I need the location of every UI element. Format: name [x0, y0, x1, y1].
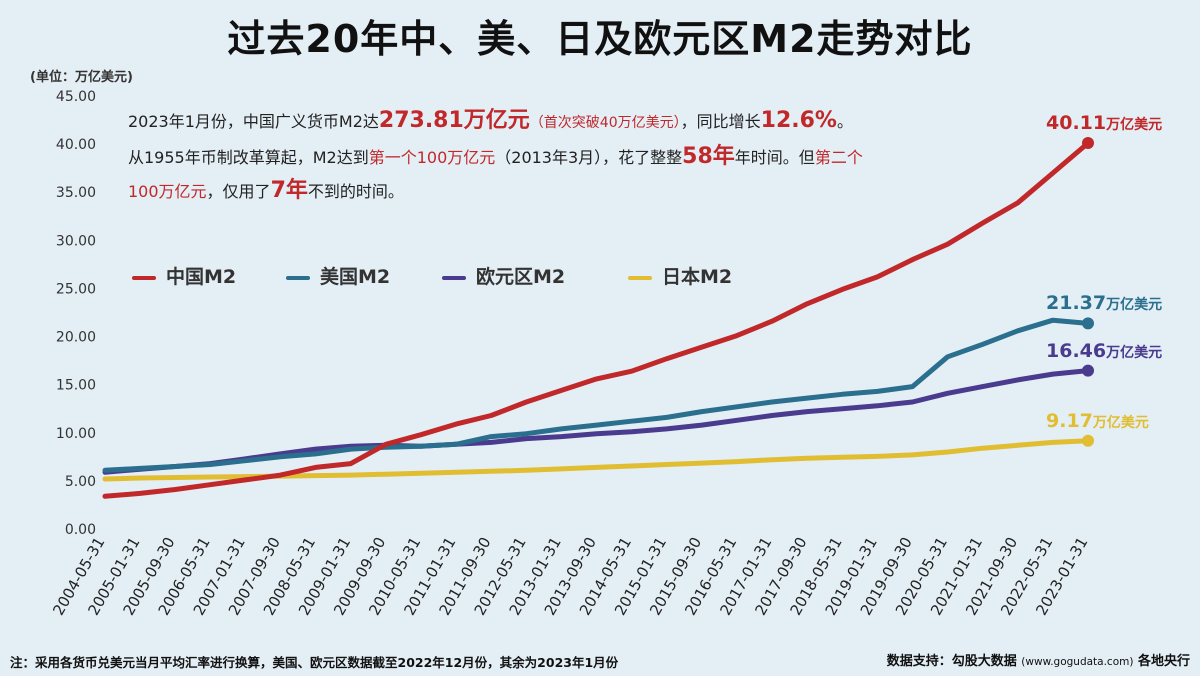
legend-item-japan: 日本M2 [628, 262, 732, 289]
annotation-note: （首次突破40万亿美元） [529, 115, 681, 131]
end-label-value: 16.46 [1046, 340, 1107, 362]
legend-swatch [286, 275, 310, 280]
annotation-part: 年时间。但 [734, 148, 815, 167]
end-label-china: 40.11万亿美元 [1046, 112, 1162, 134]
legend-label: 日本M2 [662, 266, 733, 288]
end-label-value: 21.37 [1046, 292, 1107, 314]
source-suffix: 各地央行 [1137, 654, 1190, 669]
end-label-eurozone: 16.46万亿美元 [1046, 340, 1162, 362]
end-label-us: 21.37万亿美元 [1046, 292, 1162, 314]
y-tick-label: 45.00 [56, 89, 96, 105]
series-end-point [1082, 317, 1094, 330]
legend-swatch [442, 275, 466, 280]
footnote: 注：采用各货币兑美元当月平均汇率进行换算，美国、欧元区数据截至2022年12月份… [10, 655, 619, 670]
y-tick-label: 20.00 [56, 330, 96, 346]
end-label-unit: 万亿美元 [1106, 117, 1163, 133]
series-line-1 [102, 317, 1091, 473]
annotation-highlight: 12.6% [760, 108, 837, 133]
source-credit: 数据支持：勾股大数据 (www.gogudata.com) 各地央行 [887, 650, 1190, 669]
annotation-part: ，仅用了 [206, 182, 271, 201]
unit-label: (单位：万亿美元) [30, 70, 133, 85]
chart-title: 过去20年中、美、日及欧元区M2走势对比 [227, 17, 973, 61]
end-label-value: 9.17 [1046, 410, 1093, 432]
annotation-part: 2023年1月份，中国广义货币M2达 [128, 112, 379, 131]
end-label-japan: 9.17万亿美元 [1046, 410, 1149, 432]
source-prefix: 数据支持：勾股大数据 [886, 654, 1017, 669]
y-tick-label: 25.00 [56, 281, 96, 297]
legend-label: 中国M2 [166, 266, 237, 288]
annotation-text: 2023年1月份，中国广义货币M2达273.81万亿元（首次突破40万亿美元），… [128, 104, 868, 208]
y-tick-label: 0.00 [65, 522, 96, 538]
legend-swatch [132, 275, 156, 280]
y-tick-label: 5.00 [65, 474, 96, 490]
annotation-part: ，同比增长 [680, 112, 761, 131]
series-end-point [1082, 137, 1094, 150]
series-line-0 [102, 140, 1091, 499]
end-label-unit: 万亿美元 [1106, 297, 1163, 313]
series-end-point [1082, 364, 1094, 377]
legend-item-china: 中国M2 [132, 262, 236, 289]
annotation-highlight: 273.81万亿元 [378, 108, 530, 133]
legend-label: 美国M2 [320, 266, 391, 288]
legend-item-us: 美国M2 [286, 262, 390, 289]
end-label-value: 40.11 [1046, 112, 1107, 134]
annotation-part: 不到的时间。 [307, 182, 404, 201]
annotation-part: 。从1955年币制改革算起，M2达到 [128, 112, 853, 167]
annotation-red: 第一个100万亿元 [368, 148, 496, 167]
annotation-part: （2013年3月），花了整整 [495, 148, 683, 167]
annotation-red: 第二个100万亿元 [128, 148, 863, 201]
legend-label: 欧元区M2 [476, 266, 566, 288]
annotation-highlight: 7年 [270, 178, 308, 203]
y-tick-label: 35.00 [56, 185, 96, 201]
end-label-unit: 万亿美元 [1092, 415, 1149, 431]
y-tick-label: 30.00 [56, 233, 96, 249]
y-tick-label: 15.00 [56, 378, 96, 394]
legend-item-eurozone: 欧元区M2 [442, 262, 565, 289]
series-end-point [1082, 434, 1094, 447]
end-label-unit: 万亿美元 [1106, 345, 1163, 361]
legend-swatch [628, 275, 652, 280]
annotation-highlight: 58年 [682, 144, 735, 169]
y-tick-label: 10.00 [56, 426, 96, 442]
series-line-2 [102, 368, 1091, 475]
y-tick-label: 40.00 [56, 137, 96, 153]
source-url: (www.gogudata.com) [1021, 656, 1134, 668]
